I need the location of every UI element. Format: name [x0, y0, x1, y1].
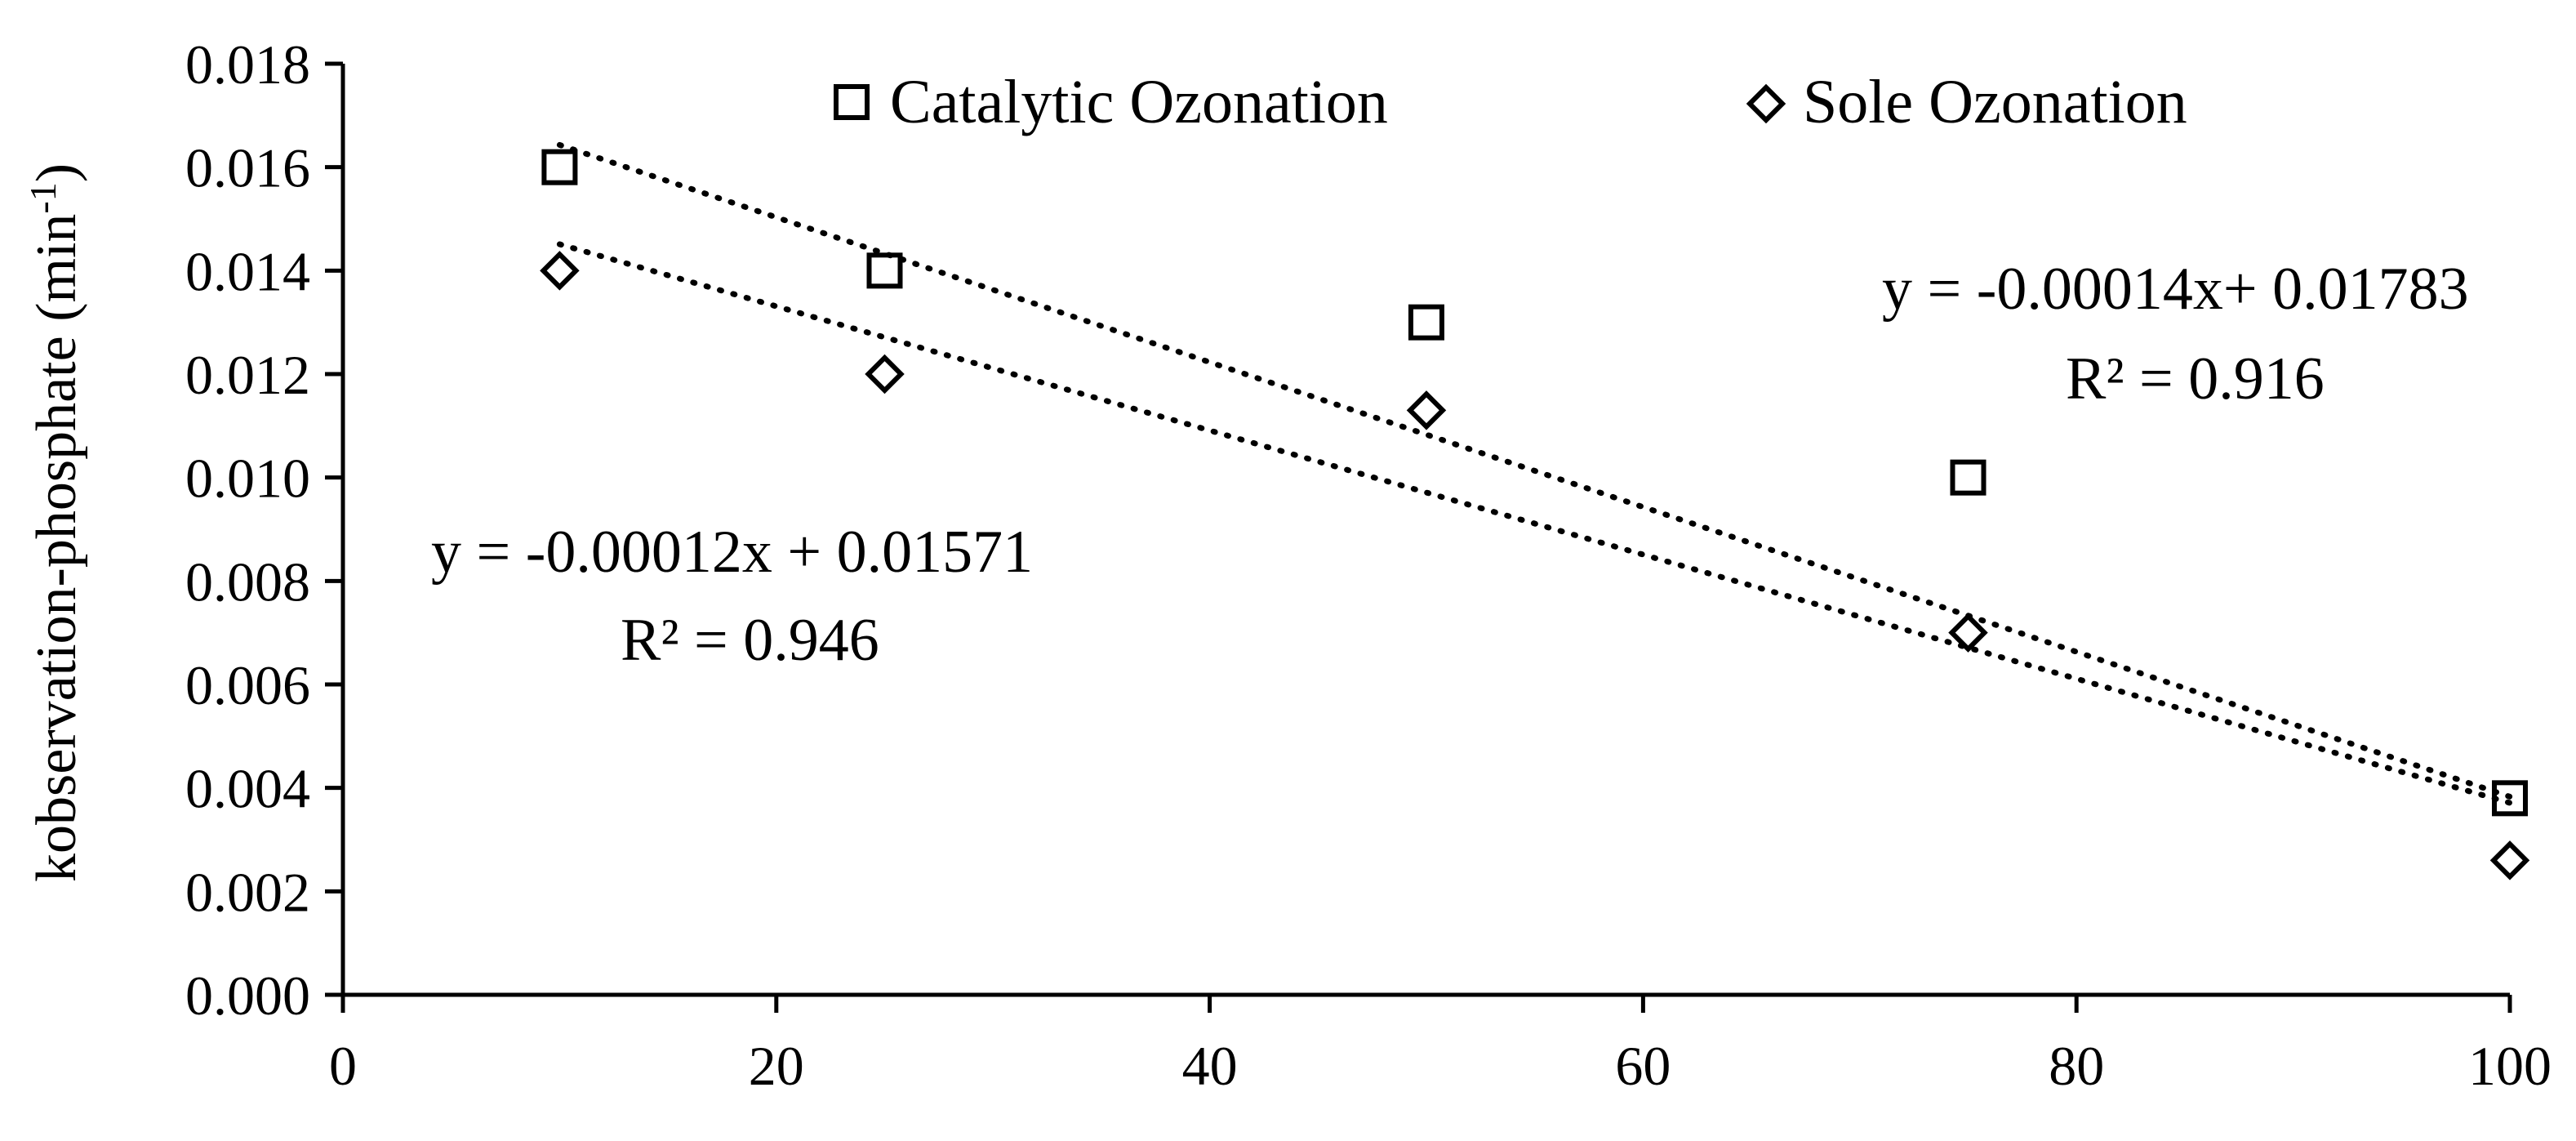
catalytic-point: [2492, 780, 2528, 817]
y-axis-title-main: kobservation-phosphate (min: [25, 214, 88, 882]
sole-point: [1406, 390, 1447, 430]
trendline-catalytic: [556, 141, 2513, 800]
catalytic-point: [866, 252, 903, 289]
legend-marker-square: [834, 84, 870, 120]
x-tick-label: 40: [1182, 1035, 1238, 1097]
svg-text:kobservation-phosphate (min-1): kobservation-phosphate (min-1): [22, 163, 88, 882]
sole-point: [1948, 613, 1988, 653]
legend-label-catalytic: Catalytic Ozonation: [890, 68, 1388, 136]
axes: [340, 64, 2510, 997]
y-tick-label: 0.006: [185, 654, 310, 716]
y-ticks: 0.000 0.002 0.004 0.006 0.008 0.010 0.012 0.014…: [185, 33, 343, 1027]
trendline-sole: [556, 241, 2513, 806]
y-tick-label: 0.012: [185, 344, 310, 406]
y-axis-title-superscript: -1: [22, 182, 64, 213]
catalytic-point: [1408, 304, 1444, 341]
y-tick-label: 0.014: [185, 240, 310, 302]
data-points: [540, 149, 2530, 880]
equation-catalytic: y = -0.00014x+ 0.01783: [1882, 256, 2469, 323]
y-tick-label: 0.010: [185, 448, 310, 510]
legend-label-sole: Sole Ozonation: [1803, 68, 2187, 136]
r2-sole: R² = 0.946: [621, 607, 879, 674]
y-axis-title: kobservation-phosphate (min-1): [22, 163, 88, 882]
sole-point: [2489, 840, 2530, 880]
r2-catalytic: R² = 0.916: [2066, 345, 2325, 412]
trendlines: [556, 141, 2513, 806]
y-tick-label: 0.002: [185, 861, 310, 923]
sole-point: [865, 354, 905, 394]
x-tick-label: 80: [2049, 1035, 2104, 1097]
catalytic-point: [541, 149, 578, 185]
x-tick-label: 20: [749, 1035, 804, 1097]
y-tick-label: 0.008: [185, 550, 310, 613]
sole-point: [540, 251, 580, 291]
x-tick-label: 0: [329, 1035, 357, 1097]
catalytic-point: [1950, 459, 1987, 496]
legend: Catalytic Ozonation Sole Ozonation: [834, 68, 2187, 136]
y-tick-label: 0.018: [185, 33, 310, 96]
equation-sole: y = -0.00012x + 0.01571: [431, 519, 1033, 586]
x-tick-label: 60: [1615, 1035, 1671, 1097]
x-ticks: 0 20 40 60 80 100: [329, 995, 2552, 1097]
y-axis-title-close: ): [25, 163, 88, 182]
annotations: y = -0.00014x+ 0.01783 R² = 0.916 y = -0…: [431, 256, 2469, 674]
legend-marker-diamond: [1746, 83, 1786, 124]
x-tick-label: 100: [2468, 1035, 2552, 1097]
y-tick-label: 0.004: [185, 758, 310, 820]
y-tick-label: 0.016: [185, 137, 310, 199]
y-tick-label: 0.000: [185, 965, 310, 1027]
